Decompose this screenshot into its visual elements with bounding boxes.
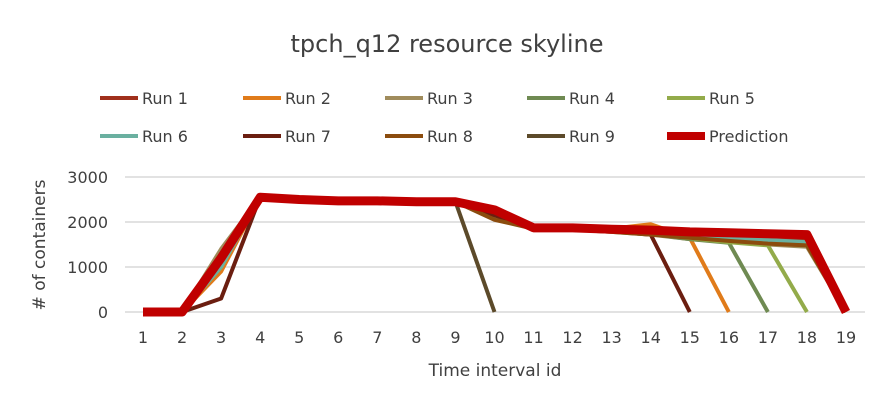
x-tick-label: 9 (450, 328, 460, 347)
legend-label: Run 5 (709, 89, 755, 108)
legend-label: Run 4 (569, 89, 615, 108)
legend-label: Run 9 (569, 127, 615, 146)
x-tick-label: 6 (333, 328, 343, 347)
x-tick-label: 5 (294, 328, 304, 347)
legend-label: Run 3 (427, 89, 473, 108)
legend-item: Run 2 (243, 89, 331, 108)
x-tick-label: 8 (411, 328, 421, 347)
legend-label: Run 1 (142, 89, 188, 108)
legend-item: Run 8 (385, 127, 473, 146)
legend-label: Run 2 (285, 89, 331, 108)
x-tick-label: 1 (138, 328, 148, 347)
legend-label: Run 6 (142, 127, 188, 146)
x-tick-label: 3 (216, 328, 226, 347)
legend-item: Run 1 (100, 89, 188, 108)
x-tick-label: 10 (484, 328, 504, 347)
x-axis-label: Time interval id (428, 361, 562, 381)
legend-label: Prediction (709, 127, 788, 146)
series-line-run-2 (143, 195, 731, 314)
legend-item: Run 7 (243, 127, 331, 146)
series-lines (143, 192, 851, 317)
x-tick-label: 15 (680, 328, 700, 347)
legend-label: Run 7 (285, 127, 331, 146)
chart-title: tpch_q12 resource skyline (291, 30, 604, 58)
legend-item: Run 4 (527, 89, 615, 108)
x-tick-label: 12 (562, 328, 582, 347)
x-tick-label: 17 (758, 328, 778, 347)
legend-item: Prediction (667, 127, 788, 146)
x-tick-label: 18 (797, 328, 817, 347)
y-tick-label: 1000 (67, 258, 108, 277)
legend-item: Run 9 (527, 127, 615, 146)
series-line-prediction (143, 192, 851, 317)
y-tick-label: 3000 (67, 168, 108, 187)
y-axis-label: # of containers (30, 179, 50, 310)
legend: Run 1 Run 2 Run 3 Run 4 Run 5 Run 6 Run 7 Run 8… (100, 89, 788, 146)
x-tick-label: 2 (177, 328, 187, 347)
x-tick-label: 13 (601, 328, 621, 347)
x-tick-labels: 1 2 3 4 5 6 7 8 9 10 11 12 13 14 15 16 17 18 19 (138, 328, 856, 347)
y-tick-label: 0 (98, 303, 108, 322)
legend-item: Run 3 (385, 89, 473, 108)
y-tick-label: 2000 (67, 213, 108, 232)
x-tick-label: 14 (641, 328, 661, 347)
x-tick-label: 19 (836, 328, 856, 347)
legend-item: Run 5 (667, 89, 755, 108)
legend-item: Run 6 (100, 127, 188, 146)
legend-label: Run 8 (427, 127, 473, 146)
y-tick-labels: 0 1000 2000 3000 (67, 168, 108, 322)
x-tick-label: 16 (719, 328, 739, 347)
x-tick-label: 4 (255, 328, 265, 347)
x-tick-label: 7 (372, 328, 382, 347)
x-tick-label: 11 (523, 328, 543, 347)
